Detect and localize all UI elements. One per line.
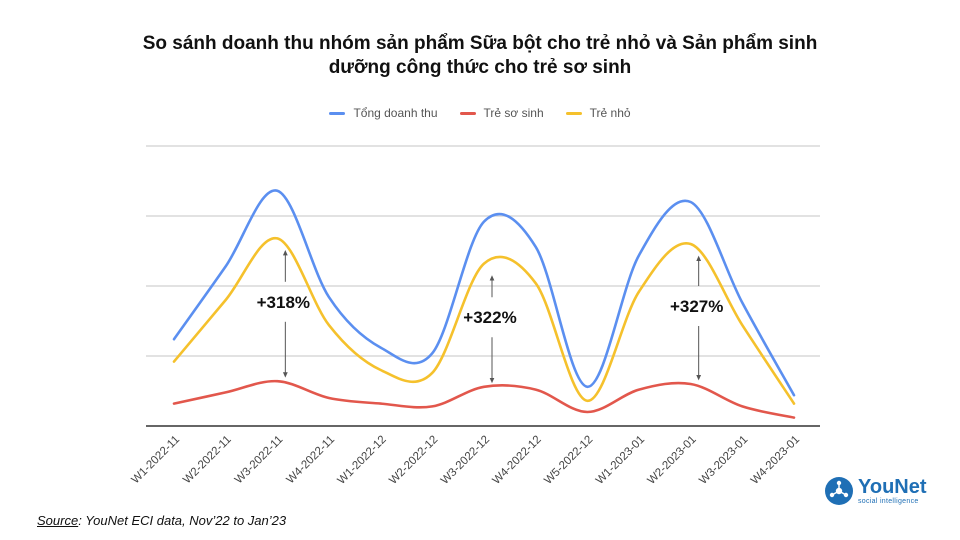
younet-logo: YouNet social intelligence [824, 476, 927, 506]
chart-title-line-2: dưỡng công thức cho trẻ sơ sinh [328, 57, 632, 78]
x-tick-label: W1-2023-01 [594, 434, 647, 487]
legend-label-newborn: Trẻ sơ sinh [483, 106, 544, 120]
legend-item-child[interactable]: Trẻ nhỏ [565, 106, 631, 120]
chart-title: So sánh doanh thu nhóm sản phẩm Sữa bột … [80, 32, 880, 80]
legend-swatch-total [329, 111, 346, 115]
x-tick-label: W4-2022-11 [284, 434, 337, 487]
legend-swatch-child [565, 111, 582, 115]
legend-item-total[interactable]: Tổng doanh thu [329, 106, 438, 120]
x-tick-label: W1-2022-11 [129, 434, 182, 487]
younet-logo-icon [825, 477, 853, 505]
logo-tagline: social intelligence [858, 498, 919, 505]
chart-title-line-1: So sánh doanh thu nhóm sản phẩm Sữa bột … [142, 33, 818, 54]
source-text: : YouNet ECI data, Nov’22 to Jan’23 [78, 513, 287, 528]
x-tick-label: W5-2022-12 [542, 434, 595, 487]
x-tick-label: W1-2022-12 [336, 434, 389, 487]
series-line-newborn [172, 379, 796, 419]
source-label: Source [37, 513, 79, 528]
chart-legend: Tổng doanh thu Trẻ sơ sinh Trẻ nhỏ [0, 106, 960, 120]
x-tick-label: W2-2023-01 [646, 434, 699, 487]
source-note: Source: YouNet ECI data, Nov’22 to Jan’2… [37, 513, 286, 528]
legend-label-child: Trẻ nhỏ [589, 106, 631, 120]
x-tick-label: W4-2022-12 [491, 434, 544, 487]
logo-name: YouNet [858, 476, 927, 498]
legend-item-newborn[interactable]: Trẻ sơ sinh [459, 106, 544, 120]
x-tick-label: W2-2022-12 [387, 434, 440, 487]
x-tick-label: W3-2022-12 [439, 434, 492, 487]
legend-label-total: Tổng doanh thu [353, 106, 438, 120]
annotation-label: +322% [463, 308, 516, 327]
x-tick-label: W3-2022-11 [233, 434, 286, 487]
series-line-total [172, 189, 796, 397]
annotation-label: +318% [257, 293, 310, 312]
x-tick-label: W3-2023-01 [697, 434, 750, 487]
legend-swatch-newborn [459, 111, 476, 115]
x-tick-label: W4-2023-01 [749, 434, 802, 487]
annotation-label: +327% [670, 297, 723, 316]
x-tick-label: W2-2022-11 [181, 434, 234, 487]
series-line-child [172, 237, 796, 405]
